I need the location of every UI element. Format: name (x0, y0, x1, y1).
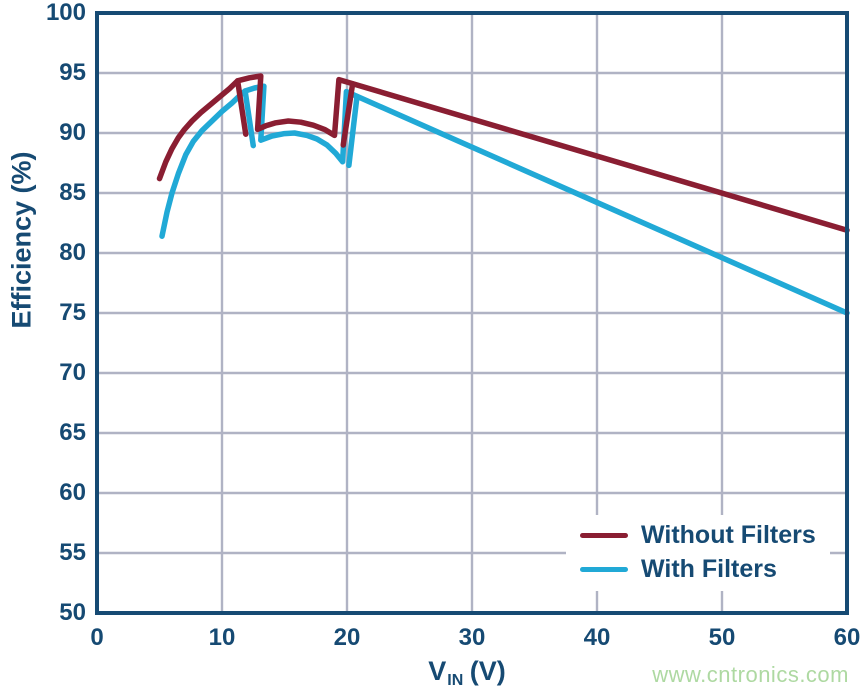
legend-label: Without Filters (641, 521, 816, 549)
x-axis-title: VIN (V) (367, 656, 567, 689)
x-axis-title-subscript: IN (447, 672, 464, 689)
legend-item-with-filters: With Filters (580, 554, 816, 585)
transition-drop-1-with-filters (346, 93, 360, 169)
y-tick-label-85: 85 (59, 179, 86, 206)
x-tick-label-30: 30 (458, 624, 486, 651)
y-tick-label-65: 65 (59, 419, 86, 446)
y-tick-label-80: 80 (59, 239, 86, 266)
x-tick-label-20: 20 (333, 624, 361, 651)
legend-swatch-line (580, 533, 628, 538)
y-axis-title: Efficiency (%) (6, 151, 37, 329)
series-line-without-filters (156, 73, 850, 233)
y-tick-label-75: 75 (59, 299, 86, 326)
series-line-with-filters (159, 83, 850, 316)
legend-label: With Filters (641, 555, 777, 583)
plot-border (95, 11, 849, 615)
chart-legend: Without Filters With Filters (566, 515, 830, 591)
x-tick-label-40: 40 (583, 624, 611, 651)
transition-drop-1-without-filters (340, 81, 356, 148)
y-tick-label-100: 100 (45, 0, 86, 26)
x-tick-label-0: 0 (90, 624, 104, 651)
y-tick-label-95: 95 (59, 59, 86, 86)
watermark-link: www.cntronics.com (652, 662, 849, 687)
y-tick-label-90: 90 (59, 119, 86, 146)
x-axis-title-symbol: V (428, 656, 447, 686)
x-tick-label-50: 50 (708, 624, 736, 651)
x-axis-title-unit: (V) (462, 656, 506, 686)
x-tick-label-60: 60 (833, 624, 861, 651)
transition-drop-0-with-filters (242, 88, 256, 149)
y-tick-label-50: 50 (59, 599, 86, 626)
legend-swatch-line (580, 567, 628, 572)
x-tick-label-10: 10 (208, 624, 236, 651)
legend-item-without-filters: Without Filters (580, 520, 816, 551)
y-tick-label-60: 60 (59, 479, 86, 506)
y-tick-label-70: 70 (59, 359, 86, 386)
transition-drop-0-without-filters (234, 78, 249, 137)
y-tick-label-55: 55 (59, 539, 86, 566)
